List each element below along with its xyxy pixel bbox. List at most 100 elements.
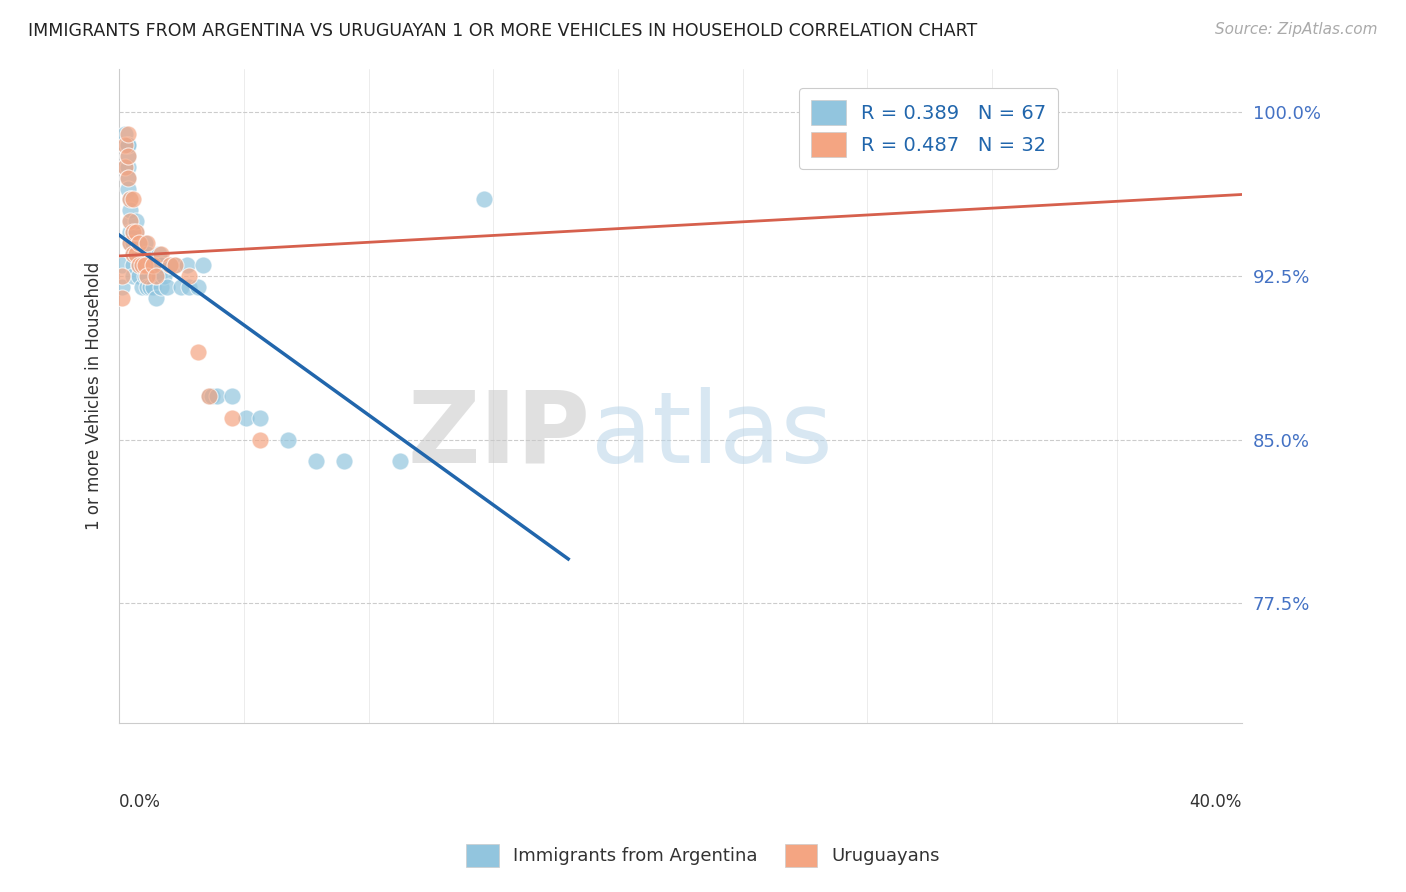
Point bbox=[128, 247, 150, 261]
Point bbox=[117, 137, 139, 152]
Point bbox=[179, 280, 201, 294]
Point bbox=[117, 170, 139, 185]
Point bbox=[142, 280, 165, 294]
Point bbox=[193, 258, 215, 272]
Point bbox=[117, 149, 139, 163]
Point bbox=[125, 247, 148, 261]
Point bbox=[122, 225, 145, 239]
Point bbox=[128, 236, 150, 251]
Point bbox=[198, 389, 221, 403]
Point bbox=[139, 258, 162, 272]
Point bbox=[122, 247, 145, 261]
Point bbox=[235, 410, 257, 425]
Point bbox=[221, 410, 243, 425]
Point bbox=[249, 433, 271, 447]
Point bbox=[131, 280, 153, 294]
Point bbox=[176, 258, 198, 272]
Point bbox=[159, 258, 181, 272]
Point bbox=[111, 280, 134, 294]
Point bbox=[117, 170, 139, 185]
Point bbox=[114, 160, 136, 174]
Point bbox=[170, 280, 193, 294]
Point bbox=[145, 268, 167, 283]
Point bbox=[117, 181, 139, 195]
Point bbox=[120, 193, 142, 207]
Point bbox=[117, 149, 139, 163]
Point bbox=[111, 291, 134, 305]
Point bbox=[207, 389, 229, 403]
Point bbox=[150, 247, 173, 261]
Point bbox=[120, 214, 142, 228]
Y-axis label: 1 or more Vehicles in Household: 1 or more Vehicles in Household bbox=[86, 261, 103, 530]
Point bbox=[156, 280, 179, 294]
Point bbox=[120, 236, 142, 251]
Point bbox=[136, 247, 159, 261]
Point bbox=[114, 137, 136, 152]
Point bbox=[122, 268, 145, 283]
Point bbox=[120, 193, 142, 207]
Point bbox=[187, 345, 209, 359]
Point bbox=[122, 258, 145, 272]
Text: ZIP: ZIP bbox=[408, 387, 591, 483]
Point bbox=[120, 214, 142, 228]
Text: 40.0%: 40.0% bbox=[1189, 793, 1241, 811]
Point bbox=[117, 127, 139, 141]
Point bbox=[128, 258, 150, 272]
Point bbox=[136, 280, 159, 294]
Point bbox=[142, 258, 165, 272]
Point bbox=[120, 225, 142, 239]
Point bbox=[122, 236, 145, 251]
Point bbox=[150, 280, 173, 294]
Point bbox=[117, 160, 139, 174]
Point bbox=[134, 258, 156, 272]
Point bbox=[159, 258, 181, 272]
Point bbox=[198, 389, 221, 403]
Text: atlas: atlas bbox=[591, 387, 832, 483]
Point bbox=[305, 454, 328, 468]
Point bbox=[201, 389, 224, 403]
Point bbox=[131, 258, 153, 272]
Legend: R = 0.389   N = 67, R = 0.487   N = 32: R = 0.389 N = 67, R = 0.487 N = 32 bbox=[799, 88, 1057, 169]
Point bbox=[128, 258, 150, 272]
Text: Source: ZipAtlas.com: Source: ZipAtlas.com bbox=[1215, 22, 1378, 37]
Point bbox=[221, 389, 243, 403]
Point bbox=[332, 454, 354, 468]
Point bbox=[148, 247, 170, 261]
Point bbox=[1005, 127, 1028, 141]
Point bbox=[150, 258, 173, 272]
Legend: Immigrants from Argentina, Uruguayans: Immigrants from Argentina, Uruguayans bbox=[458, 837, 948, 874]
Point bbox=[114, 127, 136, 141]
Point bbox=[128, 268, 150, 283]
Point bbox=[136, 268, 159, 283]
Point bbox=[165, 258, 187, 272]
Point bbox=[139, 280, 162, 294]
Point bbox=[120, 236, 142, 251]
Point bbox=[111, 268, 134, 283]
Text: 0.0%: 0.0% bbox=[120, 793, 162, 811]
Point bbox=[388, 454, 411, 468]
Point bbox=[117, 137, 139, 152]
Point bbox=[128, 236, 150, 251]
Point bbox=[277, 433, 299, 447]
Point bbox=[120, 203, 142, 218]
Point bbox=[134, 268, 156, 283]
Point bbox=[125, 225, 148, 239]
Point bbox=[114, 160, 136, 174]
Text: IMMIGRANTS FROM ARGENTINA VS URUGUAYAN 1 OR MORE VEHICLES IN HOUSEHOLD CORRELATI: IMMIGRANTS FROM ARGENTINA VS URUGUAYAN 1… bbox=[28, 22, 977, 40]
Point bbox=[125, 247, 148, 261]
Point bbox=[114, 137, 136, 152]
Point bbox=[145, 291, 167, 305]
Point bbox=[134, 258, 156, 272]
Point bbox=[142, 258, 165, 272]
Point bbox=[472, 193, 495, 207]
Point bbox=[122, 225, 145, 239]
Point bbox=[136, 268, 159, 283]
Point bbox=[148, 268, 170, 283]
Point bbox=[145, 268, 167, 283]
Point bbox=[122, 193, 145, 207]
Point bbox=[131, 258, 153, 272]
Point bbox=[136, 236, 159, 251]
Point bbox=[122, 247, 145, 261]
Point bbox=[111, 258, 134, 272]
Point bbox=[131, 247, 153, 261]
